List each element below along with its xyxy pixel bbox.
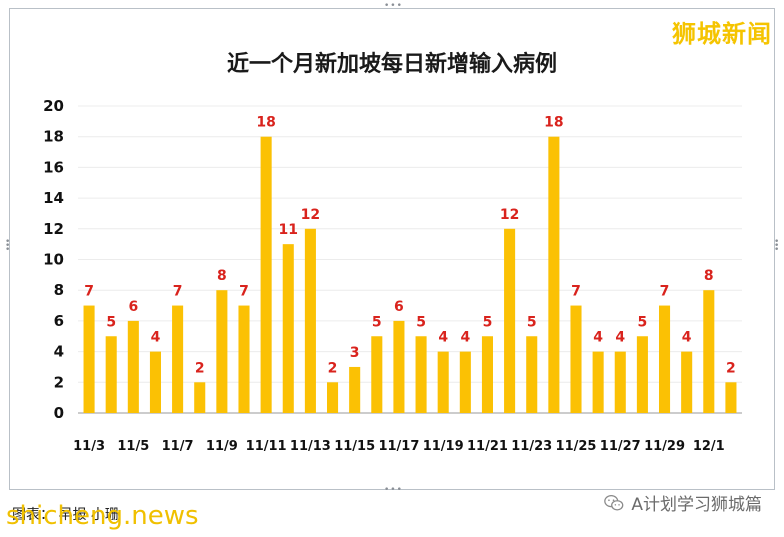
site-watermark: shicheng.news — [6, 501, 199, 531]
x-tick-label: 11/13 — [290, 439, 331, 454]
bar — [681, 351, 693, 413]
y-tick-label: 4 — [54, 343, 64, 361]
data-label: 7 — [239, 284, 249, 300]
bar — [526, 336, 538, 413]
data-label: 7 — [173, 284, 183, 300]
y-tick-label: 10 — [43, 251, 64, 269]
data-label: 5 — [416, 314, 426, 330]
bar — [260, 136, 272, 413]
bar — [437, 351, 449, 413]
bar — [703, 290, 715, 413]
bar — [282, 244, 294, 413]
data-label: 7 — [571, 284, 581, 300]
data-label: 3 — [350, 345, 360, 361]
bar — [216, 290, 228, 413]
data-label: 7 — [84, 284, 94, 300]
bar — [481, 336, 493, 413]
bar — [636, 336, 648, 413]
bar — [194, 382, 206, 413]
x-tick-label: 11/7 — [162, 439, 194, 454]
data-label: 6 — [394, 299, 404, 315]
bar — [725, 382, 737, 413]
y-tick-label: 14 — [43, 189, 64, 207]
data-label: 5 — [483, 314, 493, 330]
data-label: 2 — [195, 360, 205, 376]
bar — [304, 228, 316, 413]
bar — [149, 351, 161, 413]
data-label: 4 — [682, 330, 692, 346]
watermark-logo-text: 狮城新闻 — [672, 20, 772, 48]
wechat-icon — [604, 494, 624, 511]
data-label: 18 — [256, 115, 275, 131]
account-name: A计划学习狮城篇 — [631, 495, 762, 515]
y-tick-label: 0 — [54, 404, 64, 422]
x-tick-label: 11/21 — [467, 439, 508, 454]
x-tick-label: 12/1 — [693, 439, 725, 454]
data-label: 5 — [106, 314, 116, 330]
chart-credit: 图表： 早报 小珊 — [12, 507, 119, 523]
data-label: 11 — [279, 222, 298, 238]
bar — [504, 228, 516, 413]
bar — [393, 320, 405, 413]
data-label: 6 — [128, 299, 138, 315]
y-tick-label: 12 — [43, 220, 64, 238]
bar — [548, 136, 560, 413]
bar — [327, 382, 339, 413]
x-tick-label: 11/25 — [556, 439, 597, 454]
resize-handle-top[interactable]: ••• — [384, 1, 403, 11]
y-tick-label: 20 — [43, 97, 64, 115]
x-tick-label: 11/17 — [378, 439, 419, 454]
chart-title: 近一个月新加坡每日新增输入病例 — [226, 52, 557, 77]
bar — [127, 320, 139, 413]
data-label: 4 — [593, 330, 603, 346]
data-label: 4 — [151, 330, 161, 346]
x-tick-label: 11/9 — [206, 439, 238, 454]
x-tick-label: 11/23 — [511, 439, 552, 454]
bar — [592, 351, 604, 413]
data-label: 18 — [544, 115, 563, 131]
data-label: 8 — [704, 268, 714, 284]
bar — [415, 336, 427, 413]
y-tick-label: 6 — [54, 312, 64, 330]
data-label: 4 — [460, 330, 470, 346]
account-label: A计划学习狮城篇 — [603, 490, 762, 515]
data-label: 4 — [615, 330, 625, 346]
bar — [83, 305, 95, 413]
x-tick-label: 11/3 — [73, 439, 105, 454]
x-tick-label: 11/27 — [600, 439, 641, 454]
bar — [459, 351, 471, 413]
bar — [105, 336, 117, 413]
data-label: 4 — [438, 330, 448, 346]
bar — [570, 305, 582, 413]
data-label: 5 — [527, 314, 537, 330]
data-label: 12 — [301, 207, 320, 223]
bar — [659, 305, 671, 413]
data-label: 7 — [660, 284, 670, 300]
data-label: 5 — [638, 314, 648, 330]
x-tick-label: 11/19 — [423, 439, 464, 454]
resize-handle-bottom[interactable]: ••• — [384, 485, 403, 495]
data-label: 8 — [217, 268, 227, 284]
y-tick-label: 2 — [54, 373, 64, 391]
data-label: 12 — [500, 207, 519, 223]
data-label: 2 — [328, 360, 338, 376]
bar — [371, 336, 383, 413]
bar — [349, 366, 361, 413]
y-tick-label: 16 — [43, 158, 64, 176]
x-tick-label: 11/15 — [334, 439, 375, 454]
y-tick-label: 8 — [54, 281, 64, 299]
data-label: 5 — [372, 314, 382, 330]
y-tick-label: 18 — [43, 128, 64, 146]
x-tick-label: 11/11 — [246, 439, 287, 454]
resize-handle-left[interactable]: • • • — [5, 237, 12, 255]
bar — [238, 305, 250, 413]
resize-handle-right[interactable]: • • • — [774, 237, 781, 255]
x-tick-label: 11/29 — [644, 439, 685, 454]
x-tick-label: 11/5 — [117, 439, 149, 454]
bar — [614, 351, 626, 413]
bar — [172, 305, 184, 413]
data-label: 2 — [726, 360, 736, 376]
